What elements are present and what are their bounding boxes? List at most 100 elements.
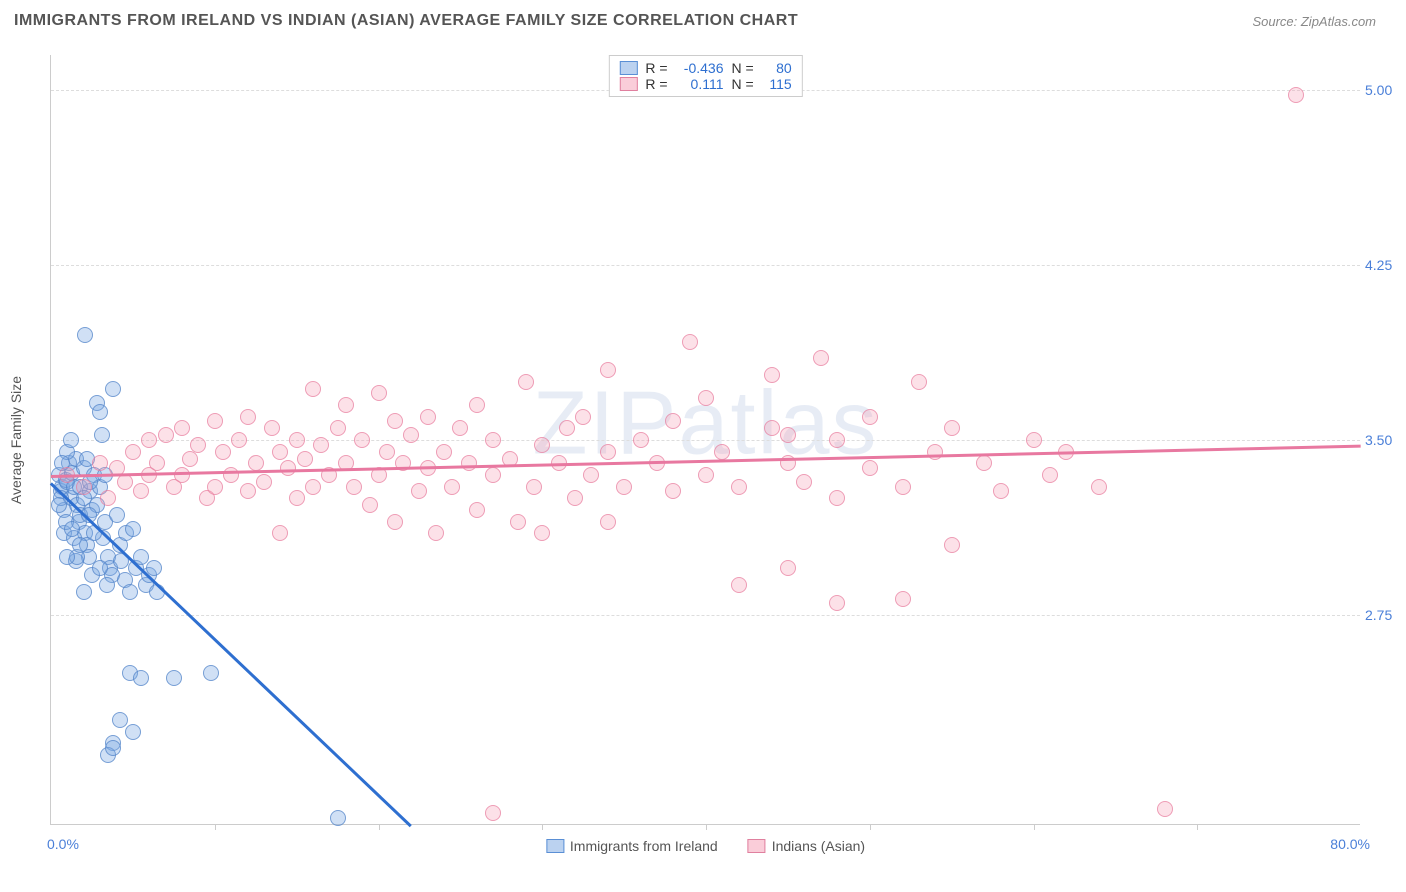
data-point-pink	[289, 432, 305, 448]
data-point-pink	[264, 420, 280, 436]
y-tick-label: 3.50	[1365, 432, 1406, 448]
data-point-pink	[1042, 467, 1058, 483]
data-point-pink	[240, 483, 256, 499]
y-tick-label: 4.25	[1365, 257, 1406, 273]
data-point-pink	[510, 514, 526, 530]
x-tick-mark	[1197, 824, 1198, 830]
data-point-pink	[665, 413, 681, 429]
x-tick-mark	[542, 824, 543, 830]
data-point-pink	[346, 479, 362, 495]
data-point-pink	[272, 444, 288, 460]
legend-item-pink: Indians (Asian)	[748, 838, 865, 854]
data-point-pink	[371, 385, 387, 401]
data-point-pink	[485, 432, 501, 448]
data-point-pink	[780, 560, 796, 576]
data-point-blue	[92, 404, 108, 420]
data-point-pink	[215, 444, 231, 460]
data-point-blue	[166, 670, 182, 686]
data-point-pink	[133, 483, 149, 499]
data-point-pink	[469, 502, 485, 518]
data-point-pink	[534, 437, 550, 453]
data-point-pink	[665, 483, 681, 499]
data-point-pink	[272, 525, 288, 541]
legend-label-blue: Immigrants from Ireland	[570, 838, 718, 854]
data-point-pink	[518, 374, 534, 390]
data-point-pink	[100, 490, 116, 506]
data-point-pink	[280, 460, 296, 476]
data-point-pink	[1157, 801, 1173, 817]
data-point-blue	[125, 724, 141, 740]
data-point-pink	[452, 420, 468, 436]
x-axis-end: 80.0%	[1330, 836, 1370, 852]
data-point-pink	[600, 514, 616, 530]
legend-item-blue: Immigrants from Ireland	[546, 838, 718, 854]
data-point-pink	[731, 577, 747, 593]
x-axis-start: 0.0%	[47, 836, 79, 852]
data-point-pink	[534, 525, 550, 541]
data-point-pink	[862, 460, 878, 476]
data-point-pink	[911, 374, 927, 390]
data-point-pink	[559, 420, 575, 436]
n-label: N =	[732, 60, 754, 76]
data-point-pink	[403, 427, 419, 443]
data-point-pink	[469, 397, 485, 413]
data-point-pink	[354, 432, 370, 448]
data-point-pink	[305, 479, 321, 495]
data-point-blue	[330, 810, 346, 826]
r-value-blue: -0.436	[676, 60, 724, 76]
swatch-pink-icon	[748, 839, 766, 853]
data-point-pink	[633, 432, 649, 448]
data-point-blue	[125, 521, 141, 537]
data-point-pink	[231, 432, 247, 448]
chart-source: Source: ZipAtlas.com	[1252, 14, 1376, 29]
r-label: R =	[645, 76, 667, 92]
data-point-pink	[485, 467, 501, 483]
data-point-blue	[92, 560, 108, 576]
legend-row-pink: R = 0.111 N = 115	[619, 76, 791, 92]
data-point-pink	[698, 390, 714, 406]
swatch-pink-icon	[619, 77, 637, 91]
data-point-pink	[190, 437, 206, 453]
data-point-pink	[976, 455, 992, 471]
data-point-pink	[362, 497, 378, 513]
data-point-blue	[72, 537, 88, 553]
data-point-pink	[600, 362, 616, 378]
data-point-pink	[289, 490, 305, 506]
data-point-blue	[51, 497, 67, 513]
data-point-blue	[203, 665, 219, 681]
data-point-pink	[567, 490, 583, 506]
data-point-pink	[207, 413, 223, 429]
data-point-pink	[461, 455, 477, 471]
chart-header: IMMIGRANTS FROM IRELAND VS INDIAN (ASIAN…	[0, 0, 1406, 38]
data-point-pink	[526, 479, 542, 495]
grid-line	[51, 440, 1360, 441]
data-point-pink	[829, 432, 845, 448]
data-point-blue	[105, 740, 121, 756]
data-point-pink	[387, 413, 403, 429]
x-tick-mark	[1034, 824, 1035, 830]
data-point-pink	[207, 479, 223, 495]
grid-line	[51, 265, 1360, 266]
n-label: N =	[732, 76, 754, 92]
data-point-pink	[1091, 479, 1107, 495]
data-point-pink	[76, 479, 92, 495]
legend-label-pink: Indians (Asian)	[772, 838, 865, 854]
trend-line-blue	[50, 482, 412, 827]
data-point-blue	[105, 381, 121, 397]
data-point-pink	[682, 334, 698, 350]
data-point-pink	[411, 483, 427, 499]
n-value-pink: 115	[762, 76, 792, 92]
swatch-blue-icon	[619, 61, 637, 75]
data-point-pink	[485, 805, 501, 821]
data-point-pink	[764, 420, 780, 436]
data-point-pink	[796, 474, 812, 490]
data-point-pink	[387, 514, 403, 530]
data-point-blue	[76, 584, 92, 600]
x-tick-mark	[215, 824, 216, 830]
data-point-pink	[927, 444, 943, 460]
series-legend: Immigrants from Ireland Indians (Asian)	[546, 838, 865, 854]
x-tick-mark	[379, 824, 380, 830]
data-point-pink	[92, 455, 108, 471]
data-point-pink	[313, 437, 329, 453]
data-point-pink	[182, 451, 198, 467]
